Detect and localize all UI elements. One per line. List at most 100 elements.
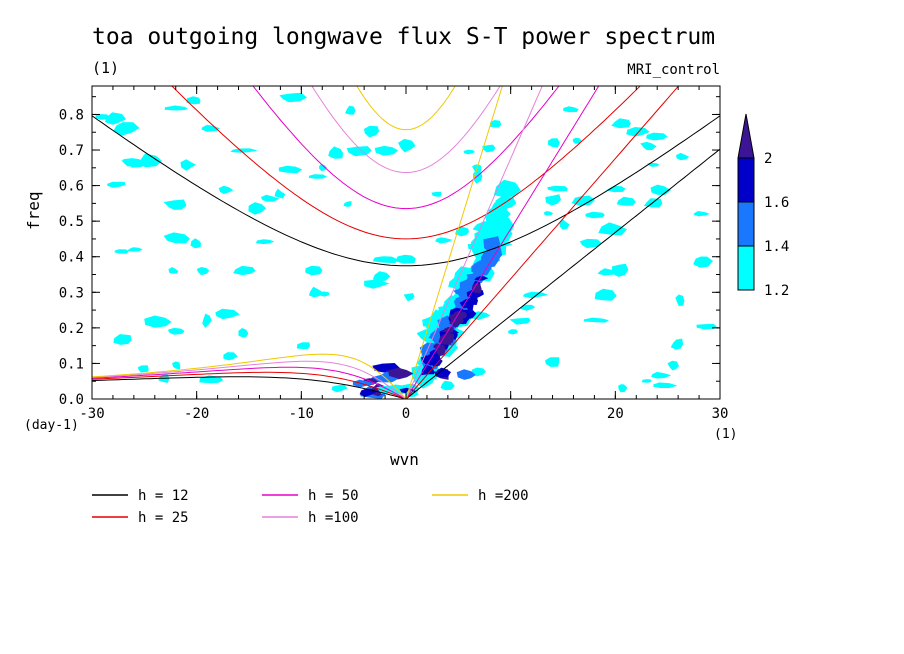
noise-patch (223, 352, 238, 361)
noise-patch (248, 202, 267, 215)
noise-patch (563, 106, 579, 113)
x-tick-label: -30 (79, 406, 104, 422)
curve-h200-ig (356, 86, 456, 131)
kelvin-blue (483, 236, 501, 253)
colorbar-label: 1.6 (764, 195, 789, 211)
noise-patch (545, 357, 560, 367)
low-freq-patch (352, 379, 375, 388)
curve-h200-kelvin (405, 86, 503, 399)
noise-patch (693, 211, 710, 217)
noise-patch (522, 291, 549, 299)
kelvin-dark (462, 298, 475, 307)
noise-patch (641, 379, 652, 383)
colorbar: 1.2 1.4 1.6 2 (737, 113, 789, 299)
colorbar-swatch (737, 157, 755, 203)
noise-patch (675, 294, 685, 306)
colorbar-extend-triangle (737, 113, 755, 159)
legend-label: h =200 (478, 488, 529, 504)
noise-patch (345, 105, 356, 115)
colorbar-label: 1.2 (764, 283, 789, 299)
kelvin-dark (474, 276, 489, 281)
y-tick-label: 0.6 (59, 179, 84, 195)
noise-patch (168, 327, 185, 335)
x-tick-label: -20 (184, 406, 209, 422)
noise-patch (114, 249, 129, 254)
noise-patch (403, 293, 415, 302)
noise-patch (544, 211, 554, 216)
noise-patch (547, 138, 560, 148)
noise-patch (238, 328, 249, 338)
y-axis-unit: (day-1) (24, 418, 79, 433)
noise-patch (490, 120, 502, 128)
noise-patch (667, 360, 679, 371)
noise-patch (196, 267, 210, 276)
noise-patch (435, 237, 453, 244)
noise-patch (579, 238, 602, 249)
noise-patch (138, 365, 149, 373)
noise-patch (343, 201, 352, 207)
curve-h200-rossby (92, 353, 407, 399)
noise-patch (107, 181, 126, 188)
noise-patch (296, 342, 310, 350)
noise-patch (163, 199, 187, 210)
chart-title: toa outgoing longwave flux S-T power spe… (92, 24, 716, 50)
noise-patch (136, 153, 162, 168)
noise-patch (186, 96, 201, 105)
low-freq-patch (388, 367, 414, 380)
noise-patch (363, 125, 380, 138)
x-tick-label: 0 (402, 406, 410, 422)
x-tick-label: 30 (712, 406, 729, 422)
noise-patch (104, 112, 127, 125)
noise-patch (509, 317, 531, 325)
noise-patch (598, 222, 627, 236)
noise-patch (693, 256, 713, 268)
y-tick-label: 0.7 (59, 143, 84, 159)
noise-patch (545, 194, 561, 206)
noise-patch (279, 92, 307, 103)
noise-patch (585, 211, 605, 219)
noise-patch (676, 152, 690, 161)
low-freq-patch (456, 369, 476, 380)
dispersion-curves (92, 86, 720, 399)
noise-patch (163, 232, 190, 244)
noise-patch (230, 148, 258, 153)
noise-patch (144, 315, 172, 328)
kelvin-cyan (493, 179, 521, 198)
noise-patch (616, 196, 636, 206)
noise-patch (260, 194, 280, 202)
power-shading (95, 92, 717, 399)
curve-h25-kelvin (405, 86, 680, 399)
noise-patch (471, 367, 486, 377)
curve-h25-rossby (92, 371, 407, 399)
noise-patch (202, 313, 212, 328)
kelvin-peak (443, 333, 454, 342)
noise-patch (606, 185, 626, 193)
noise-patch (508, 329, 518, 335)
colorbar-label: 1.4 (764, 239, 789, 255)
y-tick-label: 0.8 (59, 107, 84, 123)
noise-patch (463, 149, 476, 155)
noise-patch (583, 317, 609, 323)
noise-patch (331, 384, 348, 393)
noise-patch (611, 118, 631, 129)
y-tick-label: 0.5 (59, 214, 84, 230)
noise-patch (618, 384, 628, 393)
title-unit: (1) (92, 59, 120, 77)
noise-patch (547, 185, 568, 192)
curve-h12-ig (92, 115, 720, 267)
noise-patch (520, 304, 536, 311)
colorbar-swatch (737, 245, 755, 291)
legend-label: h = 12 (138, 488, 189, 504)
noise-patch (594, 288, 617, 301)
y-axis: 0.0 0.1 0.2 0.3 0.4 0.5 0.6 0.7 0.8 (59, 96, 720, 408)
noise-patch (597, 268, 618, 276)
y-tick-label: 0.1 (59, 356, 84, 372)
noise-patch (218, 185, 234, 194)
x-axis-unit: (1) (714, 427, 738, 442)
noise-patch (559, 218, 570, 230)
noise-patch (364, 279, 390, 289)
noise-patch (398, 138, 416, 153)
low-freq-patch (434, 367, 451, 378)
noise-patch (372, 256, 397, 264)
kelvin-cyan (485, 210, 504, 228)
